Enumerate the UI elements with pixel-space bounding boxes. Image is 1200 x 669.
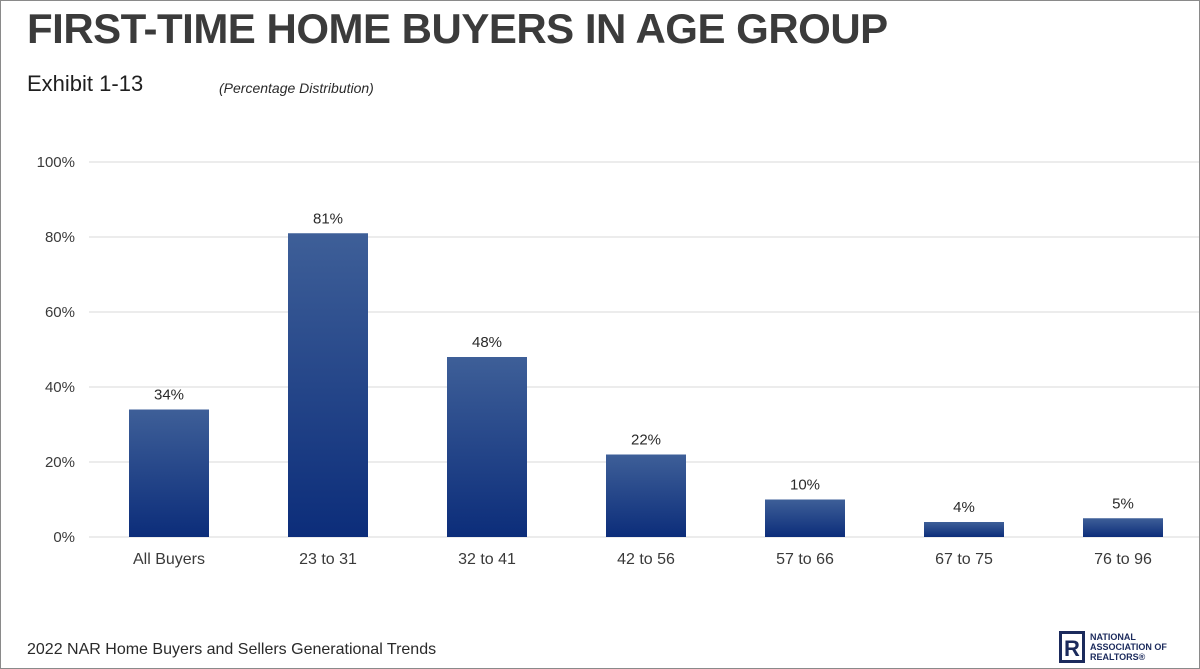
source-footer: 2022 NAR Home Buyers and Sellers Generat… [27, 641, 437, 658]
logo-wordmark: NATIONAL ASSOCIATION OF REALTORS® [1090, 632, 1167, 662]
data-label: 22% [631, 432, 661, 449]
data-labels: 34% 81% 48% 22% 10% 4% 5% [154, 210, 1134, 516]
bar [1083, 518, 1163, 537]
y-axis-ticks: 0% 20% 40% 60% 80% 100% [37, 154, 75, 546]
bars [129, 233, 1163, 537]
svg-text:R: R [1064, 636, 1080, 661]
bar [447, 357, 527, 537]
y-tick-label: 100% [37, 154, 75, 171]
exhibit-label: Exhibit 1-13 [27, 71, 144, 96]
page-title: FIRST-TIME HOME BUYERS IN AGE GROUP [27, 5, 888, 52]
bar [129, 409, 209, 537]
data-label: 81% [313, 210, 343, 227]
x-tick-label: 57 to 66 [776, 551, 834, 568]
bar-chart: 0% 20% 40% 60% 80% 100% 34% 81% 48% 22% 10% 4% 5% A… [37, 154, 1199, 568]
bar [288, 233, 368, 537]
y-tick-label: 20% [45, 454, 75, 471]
y-tick-label: 0% [53, 529, 75, 546]
nar-logo: R NATIONAL ASSOCIATION OF REALTORS® [1059, 631, 1191, 663]
logo-line: NATIONAL [1090, 632, 1136, 642]
y-tick-label: 40% [45, 379, 75, 396]
bar [924, 522, 1004, 537]
logo-line: ASSOCIATION OF [1090, 642, 1167, 652]
data-label: 5% [1112, 495, 1134, 512]
y-tick-label: 80% [45, 229, 75, 246]
x-axis-ticks: All Buyers 23 to 31 32 to 41 42 to 56 57 to … [133, 551, 1152, 568]
data-label: 4% [953, 499, 975, 516]
bar [765, 499, 845, 537]
x-tick-label: All Buyers [133, 551, 205, 568]
chart-subtitle: (Percentage Distribution) [219, 80, 374, 96]
data-label: 48% [472, 334, 502, 351]
data-label: 34% [154, 387, 184, 404]
x-tick-label: 76 to 96 [1094, 551, 1152, 568]
gridlines [89, 161, 1199, 538]
bar [606, 454, 686, 537]
x-tick-label: 67 to 75 [935, 551, 993, 568]
logo-line: REALTORS® [1090, 652, 1146, 662]
y-tick-label: 60% [45, 304, 75, 321]
x-tick-label: 32 to 41 [458, 551, 516, 568]
x-tick-label: 42 to 56 [617, 551, 675, 568]
x-tick-label: 23 to 31 [299, 551, 357, 568]
data-label: 10% [790, 477, 820, 494]
realtor-r-icon: R [1059, 631, 1085, 663]
